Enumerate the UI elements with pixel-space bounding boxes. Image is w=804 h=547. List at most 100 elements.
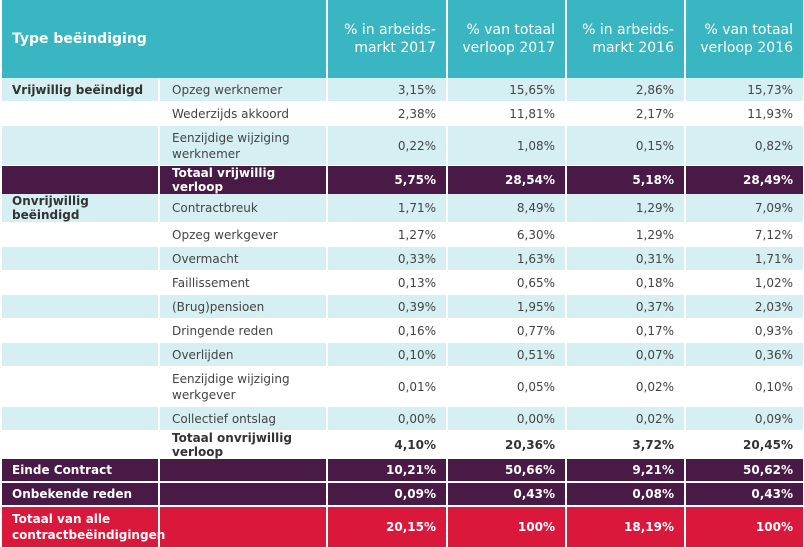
cell-value: 0,17% [567,319,684,343]
table-row: Eenzijdige wijziging werkgever 0,01% 0,0… [2,367,803,407]
cell-value: 9,21% [567,459,684,483]
table-row: (Brug)pensioen 0,39% 1,95% 0,37% 2,03% [2,295,803,319]
cell-value: 0,01% [328,367,446,407]
table-row: Eenzijdige wijziging werknemer 0,22% 1,0… [2,126,803,166]
cell-value: 3,15% [328,78,446,102]
cell-value: 11,93% [686,102,803,126]
cell-value: 8,49% [448,194,565,223]
cell-value: 50,66% [448,459,565,483]
cell-value: 0,02% [567,367,684,407]
cell-value: 5,75% [328,166,446,194]
cell-value: 1,29% [567,223,684,247]
table-row: Dringende reden 0,16% 0,77% 0,17% 0,93% [2,319,803,343]
cell-value: 0,77% [448,319,565,343]
header-col1: % in arbeids- markt 2017 [328,0,446,78]
cell-value: 0,10% [328,343,446,367]
cell-value: 0,08% [567,483,684,507]
cell-value: 0,05% [448,367,565,407]
table-row: Overmacht 0,33% 1,63% 0,31% 1,71% [2,247,803,271]
row-label: (Brug)pensioen [160,295,326,319]
cell-value: 15,73% [686,78,803,102]
header-type: Type beëindiging [2,0,326,78]
cell-value: 28,49% [686,166,803,194]
cell-value: 1,71% [328,194,446,223]
table-row-totaal: Totaal van alle contractbeëindigingen 20… [2,507,803,547]
table-row-einde-contract: Einde Contract 10,21% 50,66% 9,21% 50,62… [2,459,803,483]
cell-value: 7,12% [686,223,803,247]
cell-value: 20,15% [328,507,446,547]
table-row: Wederzijds akkoord 2,38% 11,81% 2,17% 11… [2,102,803,126]
header-col3: % in arbeids- markt 2016 [567,0,684,78]
cell-value: 0,93% [686,319,803,343]
row-label: Opzeg werknemer [160,78,326,102]
cell-value: 6,30% [448,223,565,247]
cell-value: 0,16% [328,319,446,343]
cell-value: 11,81% [448,102,565,126]
row-label: Onbekende reden [2,483,158,507]
cell-value: 0,65% [448,271,565,295]
header-col2: % van totaal verloop 2017 [448,0,565,78]
cell-value: 0,43% [686,483,803,507]
row-label: Faillissement [160,271,326,295]
empty-cell [2,343,158,367]
cell-value: 2,03% [686,295,803,319]
cell-value: 100% [686,507,803,547]
empty-cell [2,367,158,407]
cell-value: 0,31% [567,247,684,271]
row-label: Overlijden [160,343,326,367]
cell-value: 0,82% [686,126,803,166]
subtotal-label: Totaal vrijwillig verloop [160,166,326,194]
empty-cell [2,126,158,166]
cell-value: 1,95% [448,295,565,319]
row-label: Dringende reden [160,319,326,343]
cell-value: 1,27% [328,223,446,247]
row-label: Collectief ontslag [160,407,326,431]
empty-cell [2,319,158,343]
table-row-onbekend: Onbekende reden 0,09% 0,43% 0,08% 0,43% [2,483,803,507]
row-label: Contractbreuk [160,194,326,223]
cell-value: 2,86% [567,78,684,102]
empty-cell [160,507,326,547]
empty-cell [2,166,158,194]
cell-value: 0,37% [567,295,684,319]
cell-value: 1,29% [567,194,684,223]
category-label: Vrijwillig beëindigd [2,78,158,102]
cell-value: 0,33% [328,247,446,271]
cell-value: 3,72% [567,431,684,459]
row-label: Totaal van alle contractbeëindigingen [2,507,165,547]
cell-value: 10,21% [328,459,446,483]
cell-value: 28,54% [448,166,565,194]
cell-value: 0,39% [328,295,446,319]
cell-value: 15,65% [448,78,565,102]
cell-value: 0,43% [448,483,565,507]
cell-value: 1,63% [448,247,565,271]
cell-value: 7,09% [686,194,803,223]
table-row: Onvrijwillig beëindigd Contractbreuk 1,7… [2,194,803,223]
empty-cell [2,247,158,271]
subtotal-row: Totaal vrijwillig verloop 5,75% 28,54% 5… [2,166,803,194]
cell-value: 100% [448,507,565,547]
row-label: Overmacht [160,247,326,271]
category-label: Onvrijwillig beëindigd [2,194,158,223]
cell-value: 0,36% [686,343,803,367]
row-label: Opzeg werkgever [160,223,326,247]
empty-cell [2,407,158,431]
cell-value: 0,09% [686,407,803,431]
cell-value: 0,00% [448,407,565,431]
table-header: Type beëindiging % in arbeids- markt 201… [2,0,803,78]
row-label: Einde Contract [2,459,158,483]
cell-value: 0,02% [567,407,684,431]
cell-value: 0,51% [448,343,565,367]
cell-value: 1,71% [686,247,803,271]
subtotal-row: Totaal onvrijwillig verloop 4,10% 20,36%… [2,431,803,459]
cell-value: 0,15% [567,126,684,166]
empty-cell [160,483,326,507]
empty-cell [160,459,326,483]
cell-value: 2,38% [328,102,446,126]
cell-value: 20,36% [448,431,565,459]
row-label: Wederzijds akkoord [160,102,326,126]
cell-value: 0,00% [328,407,446,431]
cell-value: 18,19% [567,507,684,547]
cell-value: 0,13% [328,271,446,295]
